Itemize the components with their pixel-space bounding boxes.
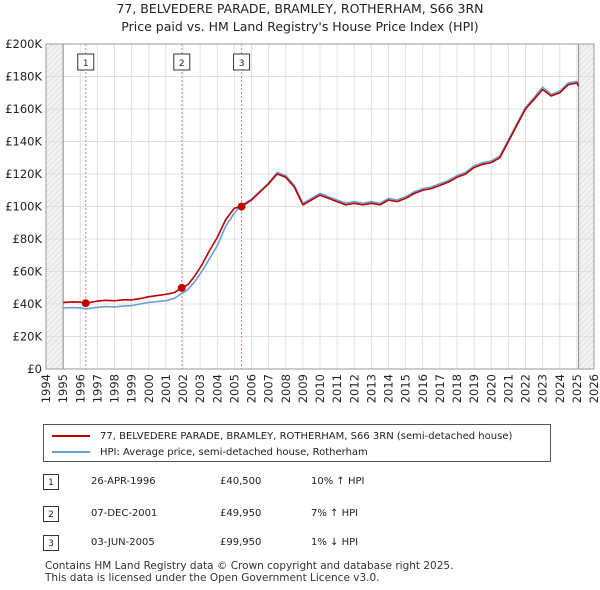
x-tick-label: 2019 [467,374,481,403]
price-chart: 1 2 3 £0 £20K £40K £60K £80K £100K £120K £140K £160… [5,37,600,403]
chart-title-block: 77, BELVEDERE PARADE, BRAMLEY, ROTHERHAM… [0,0,600,36]
sale-hpi-diff: 1% ↓ HPI [311,537,359,548]
legend-swatch-hpi [52,451,90,453]
legend-item-property: 77, BELVEDERE PARADE, BRAMLEY, ROTHERHAM… [52,428,512,444]
sale-price: £40,500 [220,476,262,487]
y-tick-label: £120K [5,167,42,181]
chart-subtitle: Price paid vs. HM Land Registry's House … [121,19,479,34]
sale-marker-box [173,53,191,71]
x-tick-label: 2007 [262,374,276,403]
x-tick-label: 2022 [519,374,533,403]
footer-licence: This data is licensed under the Open Gov… [45,572,380,584]
x-tick-label: 1996 [73,374,87,403]
sale-number-badge: 2 [43,506,59,522]
sale-point [81,299,90,308]
legend-label-property: 77, BELVEDERE PARADE, BRAMLEY, ROTHERHAM… [100,430,513,442]
x-tick-label: 1998 [108,374,122,403]
sale-point [237,202,246,211]
x-tick-label: 2006 [245,374,259,403]
y-tick-label: £200K [5,37,42,51]
x-tick-label: 1994 [39,374,53,403]
sale-point [177,283,186,292]
footer: Contains HM Land Registry data © Crown c… [45,560,453,584]
plot-border [45,43,595,370]
x-tick-label: 2009 [296,374,310,403]
x-tick-label: 2024 [553,374,567,403]
legend-swatch-property [52,435,90,437]
x-tick-label: 2018 [450,374,464,403]
x-tick-label: 1999 [125,374,139,403]
y-tick-label: £160K [5,102,42,116]
x-tick-label: 2015 [399,374,413,403]
chart-title: 77, BELVEDERE PARADE, BRAMLEY, ROTHERHAM… [116,1,484,16]
x-tick-label: 1997 [90,374,104,403]
x-tick-label: 2020 [484,374,498,403]
legend-item-hpi: HPI: Average price, semi-detached house,… [52,444,368,460]
x-tick-label: 2010 [313,374,327,403]
x-tick-label: 1995 [56,374,70,403]
y-tick-label: £100K [5,200,42,214]
x-tick-label: 2017 [433,374,447,403]
x-tick-label: 2025 [570,374,584,403]
sale-hpi-diff: 7% ↑ HPI [311,508,359,519]
y-tick-label: £20K [13,330,43,344]
sale-date: 07-DEC-2001 [91,508,158,519]
y-tick-label: £40K [13,297,43,311]
legend: 77, BELVEDERE PARADE, BRAMLEY, ROTHERHAM… [43,424,551,462]
y-tick-label: £180K [5,70,42,84]
x-tick-label: 2004 [210,374,224,403]
sale-marker-label: 1 [83,59,89,69]
sale-marker-label: 2 [179,59,185,69]
x-tick-label: 2000 [142,374,156,403]
y-tick-label: £140K [5,135,42,149]
footer-copyright: Contains HM Land Registry data © Crown c… [45,560,454,572]
sale-marker-box [233,53,251,71]
y-tick-label: £60K [13,265,43,279]
sale-date: 26-APR-1996 [91,476,156,487]
x-tick-label: 2014 [382,374,396,403]
x-tick-label: 2011 [330,374,344,403]
x-tick-label: 2016 [416,374,430,403]
sale-marker-box [77,53,95,71]
y-tick-label: £80K [13,232,43,246]
sale-number-badge: 1 [43,474,59,490]
x-tick-label: 2013 [364,374,378,403]
x-tick-label: 2002 [176,374,190,403]
sale-hpi-diff: 10% ↑ HPI [311,476,365,487]
x-tick-label: 2012 [347,374,361,403]
x-tick-label: 2008 [279,374,293,403]
sale-number-badge: 3 [43,535,59,551]
hpi-line [63,80,580,310]
sale-marker-label: 3 [239,59,245,69]
sale-date: 03-JUN-2005 [91,537,155,548]
y-tick-label: £0 [27,362,42,376]
legend-label-hpi: HPI: Average price, semi-detached house,… [100,446,368,458]
x-tick-label: 2021 [501,374,515,403]
x-tick-label: 2026 [587,374,600,403]
x-tick-label: 2023 [536,374,550,403]
sale-price: £99,950 [220,537,262,548]
x-tick-label: 2003 [193,374,207,403]
x-tick-label: 2005 [227,374,241,403]
property-price-line [63,82,580,304]
x-tick-label: 2001 [159,374,173,403]
sale-price: £49,950 [220,508,262,519]
